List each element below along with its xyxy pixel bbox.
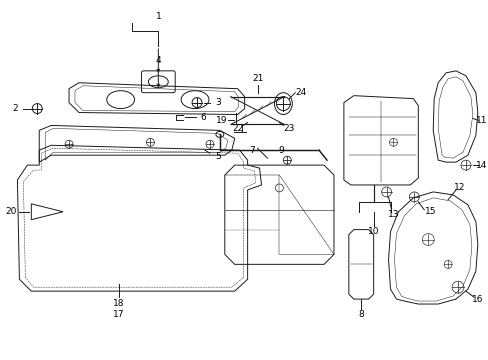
Text: 21: 21	[251, 74, 263, 83]
Text: 22: 22	[232, 124, 243, 133]
Text: 15: 15	[424, 207, 435, 216]
Text: 19: 19	[216, 116, 227, 125]
Text: 4: 4	[155, 57, 161, 66]
Text: 24: 24	[295, 88, 306, 97]
Text: 9: 9	[278, 146, 284, 155]
Text: 20: 20	[6, 207, 17, 216]
Text: 18: 18	[113, 298, 124, 307]
Text: 11: 11	[475, 116, 487, 125]
Text: 17: 17	[113, 310, 124, 319]
Text: 13: 13	[387, 210, 398, 219]
Text: 5: 5	[215, 152, 220, 161]
Text: 14: 14	[475, 161, 487, 170]
Text: 1: 1	[155, 12, 161, 21]
Text: 10: 10	[367, 227, 379, 236]
Text: 23: 23	[283, 124, 294, 133]
Text: 16: 16	[471, 294, 483, 303]
Text: 7: 7	[248, 146, 254, 155]
Text: 6: 6	[200, 113, 205, 122]
Text: 12: 12	[453, 184, 465, 193]
Text: 8: 8	[357, 310, 363, 319]
Text: 3: 3	[215, 98, 220, 107]
Text: 2: 2	[13, 104, 18, 113]
